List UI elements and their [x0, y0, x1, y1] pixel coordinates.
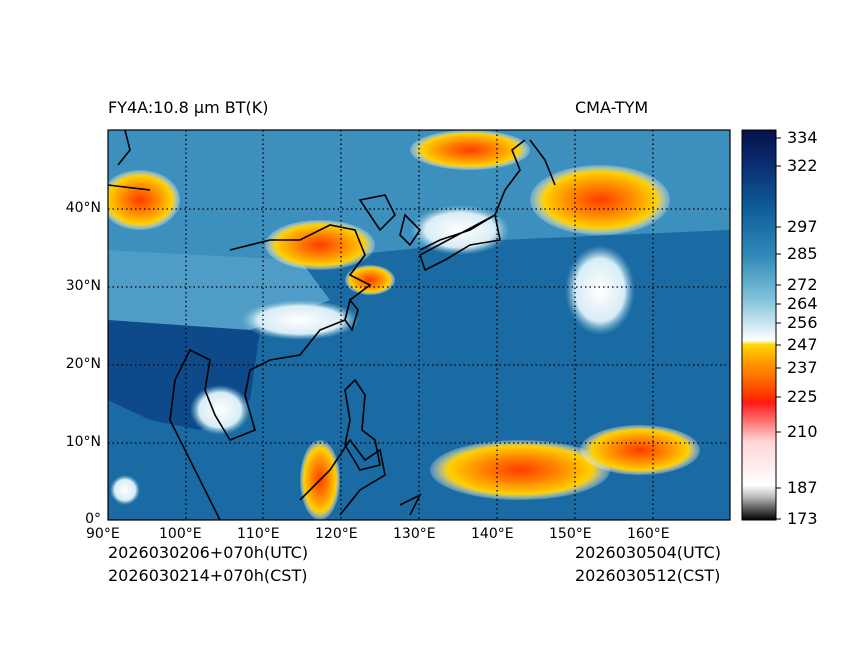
- colorbar-label: 210: [787, 422, 818, 441]
- lat-label-10N: 10°N: [65, 434, 101, 450]
- lon-label-90E: 90°E: [86, 526, 120, 542]
- map-title: FY4A:10.8 μm BT(K): [108, 98, 269, 117]
- colorbar-label: 247: [787, 335, 818, 354]
- init-time-utc: 2026030206+070h(UTC): [108, 543, 309, 562]
- valid-time-utc: 2026030504(UTC): [575, 543, 721, 562]
- source-label: CMA-TYM: [575, 98, 649, 117]
- lon-label-130E: 130°E: [393, 526, 436, 542]
- colorbar-label: 334: [787, 128, 818, 147]
- colorbar-label: 272: [787, 275, 818, 294]
- lat-label-20N: 20°N: [65, 356, 101, 372]
- colorbar-label: 297: [787, 217, 818, 236]
- coastlines: [108, 130, 556, 520]
- colorbar-label: 225: [787, 387, 818, 406]
- lon-label-150E: 150°E: [549, 526, 592, 542]
- lon-label-120E: 120°E: [315, 526, 358, 542]
- lat-label-40N: 40°N: [65, 200, 101, 216]
- colorbar-label: 237: [787, 358, 818, 377]
- colorbar-ticks: [776, 137, 781, 520]
- map-frame: [107, 129, 731, 521]
- lon-label-100E: 100°E: [159, 526, 202, 542]
- colorbar-label: 173: [787, 509, 818, 528]
- colorbar-label: 264: [787, 294, 818, 313]
- lat-label-30N: 30°N: [65, 278, 101, 294]
- lon-label-160E: 160°E: [627, 526, 670, 542]
- valid-time-cst: 2026030512(CST): [575, 566, 721, 585]
- colorbar-label: 187: [787, 478, 818, 497]
- colorbar-label: 256: [787, 313, 818, 332]
- init-time-cst: 2026030214+070h(CST): [108, 566, 308, 585]
- satellite-image: [108, 130, 730, 520]
- graticule: [108, 130, 730, 520]
- lon-label-140E: 140°E: [471, 526, 514, 542]
- colorbar: [741, 129, 777, 521]
- colorbar-label: 322: [787, 156, 818, 175]
- colorbar-label: 285: [787, 244, 818, 263]
- lon-label-110E: 110°E: [237, 526, 280, 542]
- lat-label-0: 0°: [85, 511, 101, 527]
